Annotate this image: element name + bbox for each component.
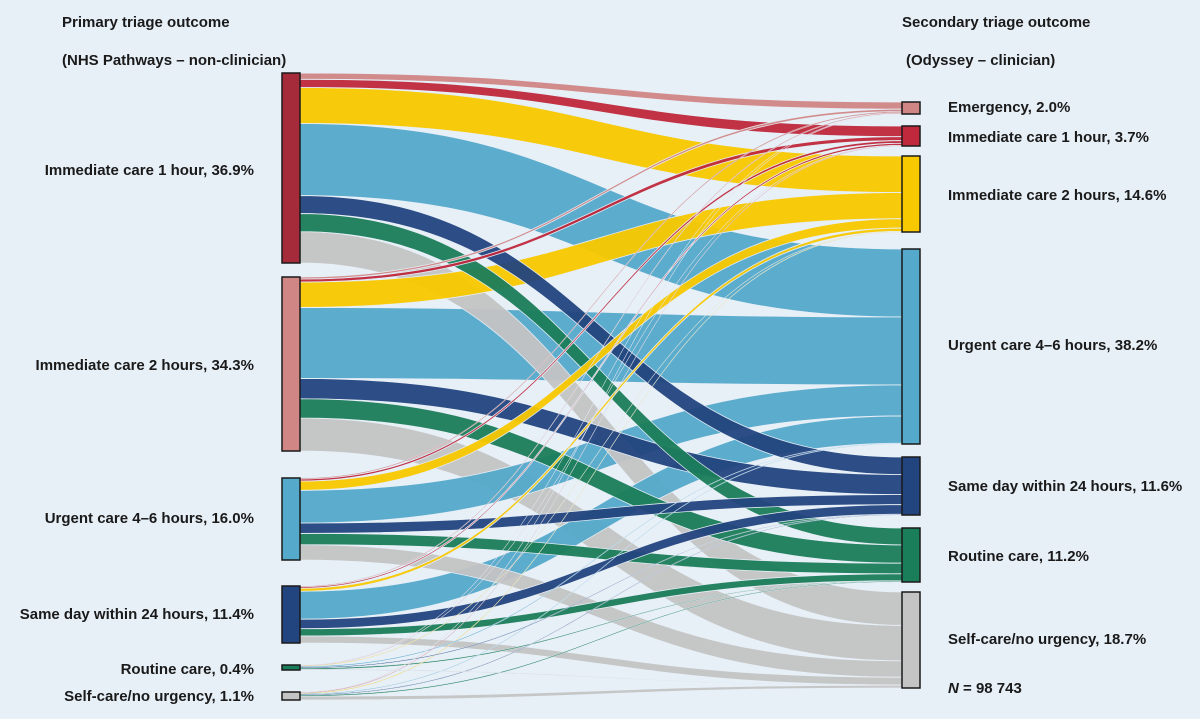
right-node-label-2: Immediate care 2 hours, 14.6% — [948, 187, 1167, 204]
right-node-label-3: Urgent care 4–6 hours, 38.2% — [948, 337, 1158, 354]
left-node-name: Immediate care 2 hours — [35, 357, 204, 374]
right-node-name: Urgent care 4–6 hours — [948, 337, 1107, 354]
n-symbol: N — [948, 680, 959, 697]
left-node-name: Immediate care 1 hour — [44, 162, 204, 179]
right-node-pct: 2.0% — [1036, 99, 1071, 116]
right-node-3 — [901, 248, 921, 445]
right-node-label-1: Immediate care 1 hour, 3.7% — [948, 129, 1149, 146]
right-node-pct: 18.7% — [1103, 631, 1147, 648]
right-node-0 — [901, 101, 921, 115]
left-node-pct: 34.3% — [211, 357, 254, 374]
sample-size-label: N = 98 743 — [948, 680, 1022, 697]
left-node-name: Urgent care 4–6 hours — [44, 510, 204, 527]
left-node-label-1: Immediate care 2 hours, 34.3% — [35, 357, 254, 374]
left-node-4 — [281, 664, 301, 671]
left-node-1 — [281, 276, 301, 452]
right-node-name: Immediate care 1 hour — [948, 129, 1107, 146]
left-node-label-2: Urgent care 4–6 hours, 16.0% — [44, 510, 254, 527]
right-node-name: Self-care/no urgency — [948, 631, 1096, 648]
right-node-label-0: Emergency, 2.0% — [948, 99, 1071, 116]
right-node-label-4: Same day within 24 hours, 11.6% — [948, 478, 1183, 495]
flow-5-to-6 — [299, 684, 903, 701]
right-node-label-5: Routine care, 11.2% — [948, 548, 1089, 565]
right-node-5 — [901, 527, 921, 583]
right-node-name: Routine care — [948, 548, 1039, 565]
right-subtitle: (Odyssey – clinician) — [906, 52, 1056, 69]
right-title: Secondary triage outcome — [902, 14, 1091, 31]
left-node-2 — [281, 477, 301, 561]
right-node-6 — [901, 591, 921, 689]
left-node-pct: 1.1% — [219, 688, 254, 705]
n-value: = 98 743 — [963, 680, 1022, 697]
right-node-pct: 11.6% — [1140, 478, 1183, 495]
right-node-4 — [901, 456, 921, 516]
right-node-1 — [901, 125, 921, 147]
left-node-3 — [281, 585, 301, 644]
left-node-pct: 11.4% — [212, 606, 254, 623]
left-node-label-5: Self-care/no urgency, 1.1% — [64, 688, 254, 705]
right-node-pct: 3.7% — [1114, 129, 1149, 146]
right-node-name: Same day within 24 hours — [948, 478, 1133, 495]
right-node-name: Emergency — [948, 99, 1028, 116]
right-node-pct: 11.2% — [1047, 548, 1089, 565]
right-node-label-6: Self-care/no urgency, 18.7% — [948, 631, 1147, 648]
right-node-name: Immediate care 2 hours — [948, 187, 1116, 204]
left-node-label-0: Immediate care 1 hour, 36.9% — [44, 162, 254, 179]
right-node-pct: 38.2% — [1114, 337, 1158, 354]
left-subtitle: (NHS Pathways – non-clinician) — [62, 52, 287, 69]
left-node-name: Routine care — [120, 661, 212, 678]
left-node-0 — [281, 72, 301, 264]
left-node-pct: 16.0% — [211, 510, 254, 527]
left-node-5 — [281, 691, 301, 701]
left-node-label-4: Routine care, 0.4% — [120, 661, 254, 678]
left-node-label-3: Same day within 24 hours, 11.4% — [19, 606, 254, 623]
left-node-name: Self-care/no urgency — [64, 688, 212, 705]
left-node-name: Same day within 24 hours — [19, 606, 204, 623]
left-node-pct: 36.9% — [211, 162, 254, 179]
right-node-2 — [901, 155, 921, 233]
flow-group — [299, 72, 903, 701]
left-title: Primary triage outcome — [62, 14, 230, 31]
left-node-pct: 0.4% — [219, 661, 254, 678]
right-node-pct: 14.6% — [1123, 187, 1167, 204]
